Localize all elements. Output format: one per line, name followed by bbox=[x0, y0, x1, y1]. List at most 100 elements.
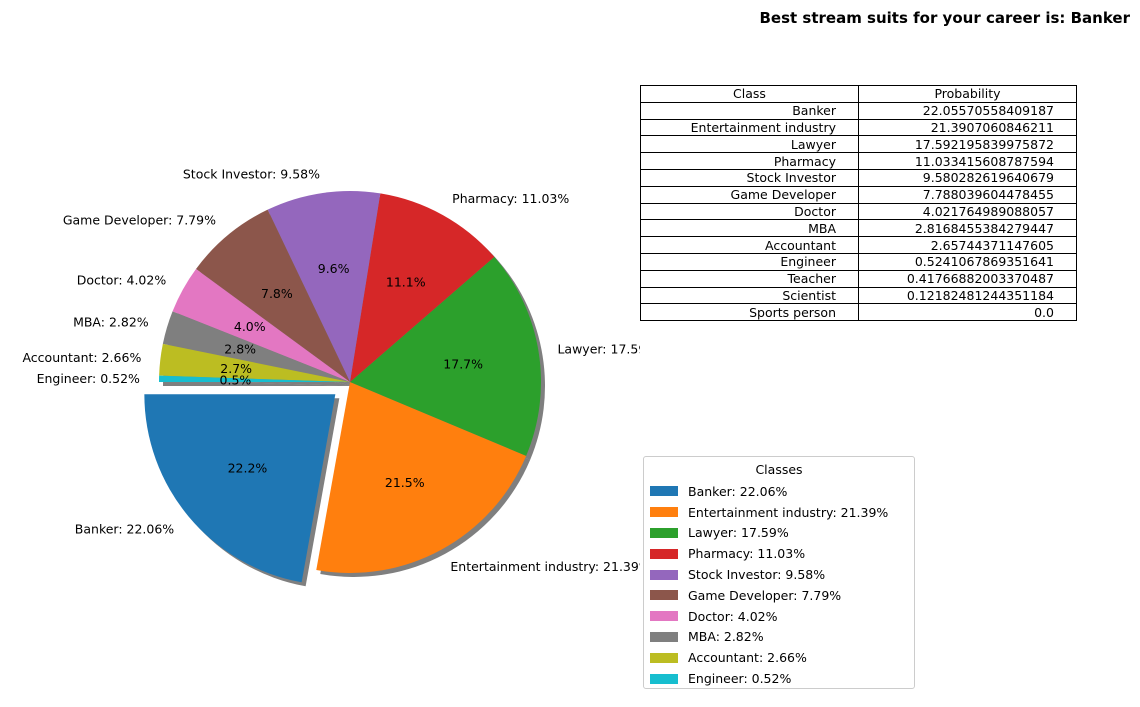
slice-percent-label: 0.5% bbox=[220, 373, 252, 388]
table-cell: Teacher bbox=[640, 269, 859, 288]
table-cell: 0.5241067869351641 bbox=[858, 252, 1077, 271]
legend-swatch bbox=[650, 590, 678, 601]
legend-item: Doctor: 4.02% bbox=[644, 606, 914, 627]
slice-label: MBA: 2.82% bbox=[73, 314, 149, 329]
table-cell: Banker bbox=[640, 101, 859, 120]
pie-wedge bbox=[144, 394, 336, 583]
slice-label: Pharmacy: 11.03% bbox=[452, 191, 569, 206]
table-cell: 9.580282619640679 bbox=[858, 168, 1077, 187]
legend-label: Engineer: 0.52% bbox=[688, 671, 792, 687]
table-cell: 2.8168455384279447 bbox=[858, 219, 1077, 238]
legend-label: Doctor: 4.02% bbox=[688, 608, 778, 624]
legend-item: Engineer: 0.52% bbox=[644, 668, 914, 689]
legend-item: Entertainment industry: 21.39% bbox=[644, 502, 914, 523]
slice-percent-label: 2.7% bbox=[220, 361, 252, 376]
legend-swatch bbox=[650, 527, 678, 538]
slice-percent-label: 2.8% bbox=[224, 342, 256, 357]
pie-labels: 22.2% Banker: 22.06% 21.5% Entertainment in… bbox=[22, 167, 640, 575]
pie-wedge bbox=[162, 311, 350, 382]
table-header-row: Class Probability bbox=[640, 85, 1077, 103]
legend-swatch bbox=[650, 611, 678, 622]
table-row: Lawyer 17.592195839975872 bbox=[640, 135, 1077, 154]
slice-label: Lawyer: 17.59% bbox=[557, 341, 640, 356]
table-cell: Game Developer bbox=[640, 185, 859, 204]
table-cell: 17.592195839975872 bbox=[858, 135, 1077, 154]
table-row: Scientist 0.12182481244351184 bbox=[640, 286, 1077, 305]
legend: Classes Banker: 22.06% Entertainment indu… bbox=[643, 456, 915, 689]
legend-swatch bbox=[650, 569, 678, 580]
table-cell: 11.033415608787594 bbox=[858, 152, 1077, 170]
slice-percent-label: 21.5% bbox=[385, 475, 425, 490]
legend-label: Game Developer: 7.79% bbox=[688, 587, 842, 603]
legend-label: Pharmacy: 11.03% bbox=[688, 546, 806, 562]
table-header-cell: Class bbox=[640, 85, 859, 103]
table-row: Stock Investor 9.580282619640679 bbox=[640, 168, 1077, 187]
table-cell: Accountant bbox=[640, 236, 859, 254]
legend-item: Pharmacy: 11.03% bbox=[644, 543, 914, 564]
legend-item: Game Developer: 7.79% bbox=[644, 585, 914, 606]
table-cell: Stock Investor bbox=[640, 168, 859, 187]
slice-percent-label: 17.7% bbox=[443, 356, 483, 371]
slice-percent-label: 9.6% bbox=[318, 261, 350, 276]
legend-swatch bbox=[650, 507, 678, 518]
pie-wedge bbox=[350, 256, 541, 456]
legend-label: Stock Investor: 9.58% bbox=[688, 567, 826, 583]
table-cell: Entertainment industry bbox=[640, 118, 859, 137]
slice-label: Entertainment industry: 21.39% bbox=[450, 559, 640, 574]
table-row: Banker 22.05570558409187 bbox=[640, 101, 1077, 120]
table-cell: 0.41766882003370487 bbox=[858, 269, 1077, 288]
probability-table: Class Probability Banker 22.05570558409187 E… bbox=[640, 85, 1077, 322]
legend-label: Entertainment industry: 21.39% bbox=[688, 504, 889, 520]
legend-swatch bbox=[650, 673, 678, 684]
pie-wedge bbox=[159, 343, 350, 382]
legend-item: Banker: 22.06% bbox=[644, 481, 914, 502]
slice-label: Banker: 22.06% bbox=[75, 522, 175, 537]
pie-wedge bbox=[196, 209, 350, 382]
table-header-cell: Probability bbox=[858, 85, 1077, 103]
pie-wedge bbox=[350, 193, 495, 382]
table-cell: Lawyer bbox=[640, 135, 859, 154]
table-cell: Doctor bbox=[640, 202, 859, 221]
chart-title: Best stream suits for your career is: Ba… bbox=[759, 9, 1130, 27]
legend-label: Lawyer: 17.59% bbox=[688, 525, 789, 541]
table-row: Doctor 4.021764989088057 bbox=[640, 202, 1077, 221]
table-cell: 4.021764989088057 bbox=[858, 202, 1077, 221]
legend-item: Stock Investor: 9.58% bbox=[644, 564, 914, 585]
slice-label: Doctor: 4.02% bbox=[77, 273, 167, 288]
table-cell: 22.05570558409187 bbox=[858, 101, 1077, 120]
legend-label: Accountant: 2.66% bbox=[688, 650, 807, 666]
table-cell: 0.0 bbox=[858, 303, 1077, 322]
table-cell: 0.12182481244351184 bbox=[858, 286, 1077, 305]
table-cell: Sports person bbox=[640, 303, 859, 322]
legend-label: Banker: 22.06% bbox=[688, 483, 788, 499]
slice-label: Game Developer: 7.79% bbox=[63, 213, 216, 228]
pie-chart: 22.2% Banker: 22.06% 21.5% Entertainment in… bbox=[22, 167, 640, 587]
table-row: Pharmacy 11.033415608787594 bbox=[640, 152, 1077, 170]
legend-swatch bbox=[650, 548, 678, 559]
table-row: Game Developer 7.788039604478455 bbox=[640, 185, 1077, 204]
table-cell: 7.788039604478455 bbox=[858, 185, 1077, 204]
table-cell: MBA bbox=[640, 219, 859, 238]
legend-swatch bbox=[650, 652, 678, 663]
slice-percent-label: 7.8% bbox=[261, 286, 293, 301]
legend-item: Lawyer: 17.59% bbox=[644, 523, 914, 544]
table-cell: 21.3907060846211 bbox=[858, 118, 1077, 137]
slice-label: Engineer: 0.52% bbox=[37, 371, 140, 386]
pie-wedge bbox=[267, 191, 381, 382]
slice-label: Stock Investor: 9.58% bbox=[183, 167, 320, 182]
legend-item: MBA: 2.82% bbox=[644, 627, 914, 648]
slice-label: Accountant: 2.66% bbox=[22, 350, 141, 365]
legend-swatch bbox=[650, 486, 678, 497]
legend-title: Classes bbox=[755, 462, 803, 477]
pie-wedges bbox=[144, 191, 541, 583]
table-cell: 2.65744371147605 bbox=[858, 236, 1077, 254]
slice-percent-label: 22.2% bbox=[228, 460, 268, 475]
table-cell: Engineer bbox=[640, 252, 859, 271]
pie-wedge bbox=[316, 382, 527, 574]
legend-swatch bbox=[650, 631, 678, 642]
pie-wedge bbox=[172, 269, 350, 382]
table-cell: Pharmacy bbox=[640, 152, 859, 170]
legend-item: Accountant: 2.66% bbox=[644, 647, 914, 668]
table-cell: Scientist bbox=[640, 286, 859, 305]
pie-wedge bbox=[159, 375, 350, 382]
